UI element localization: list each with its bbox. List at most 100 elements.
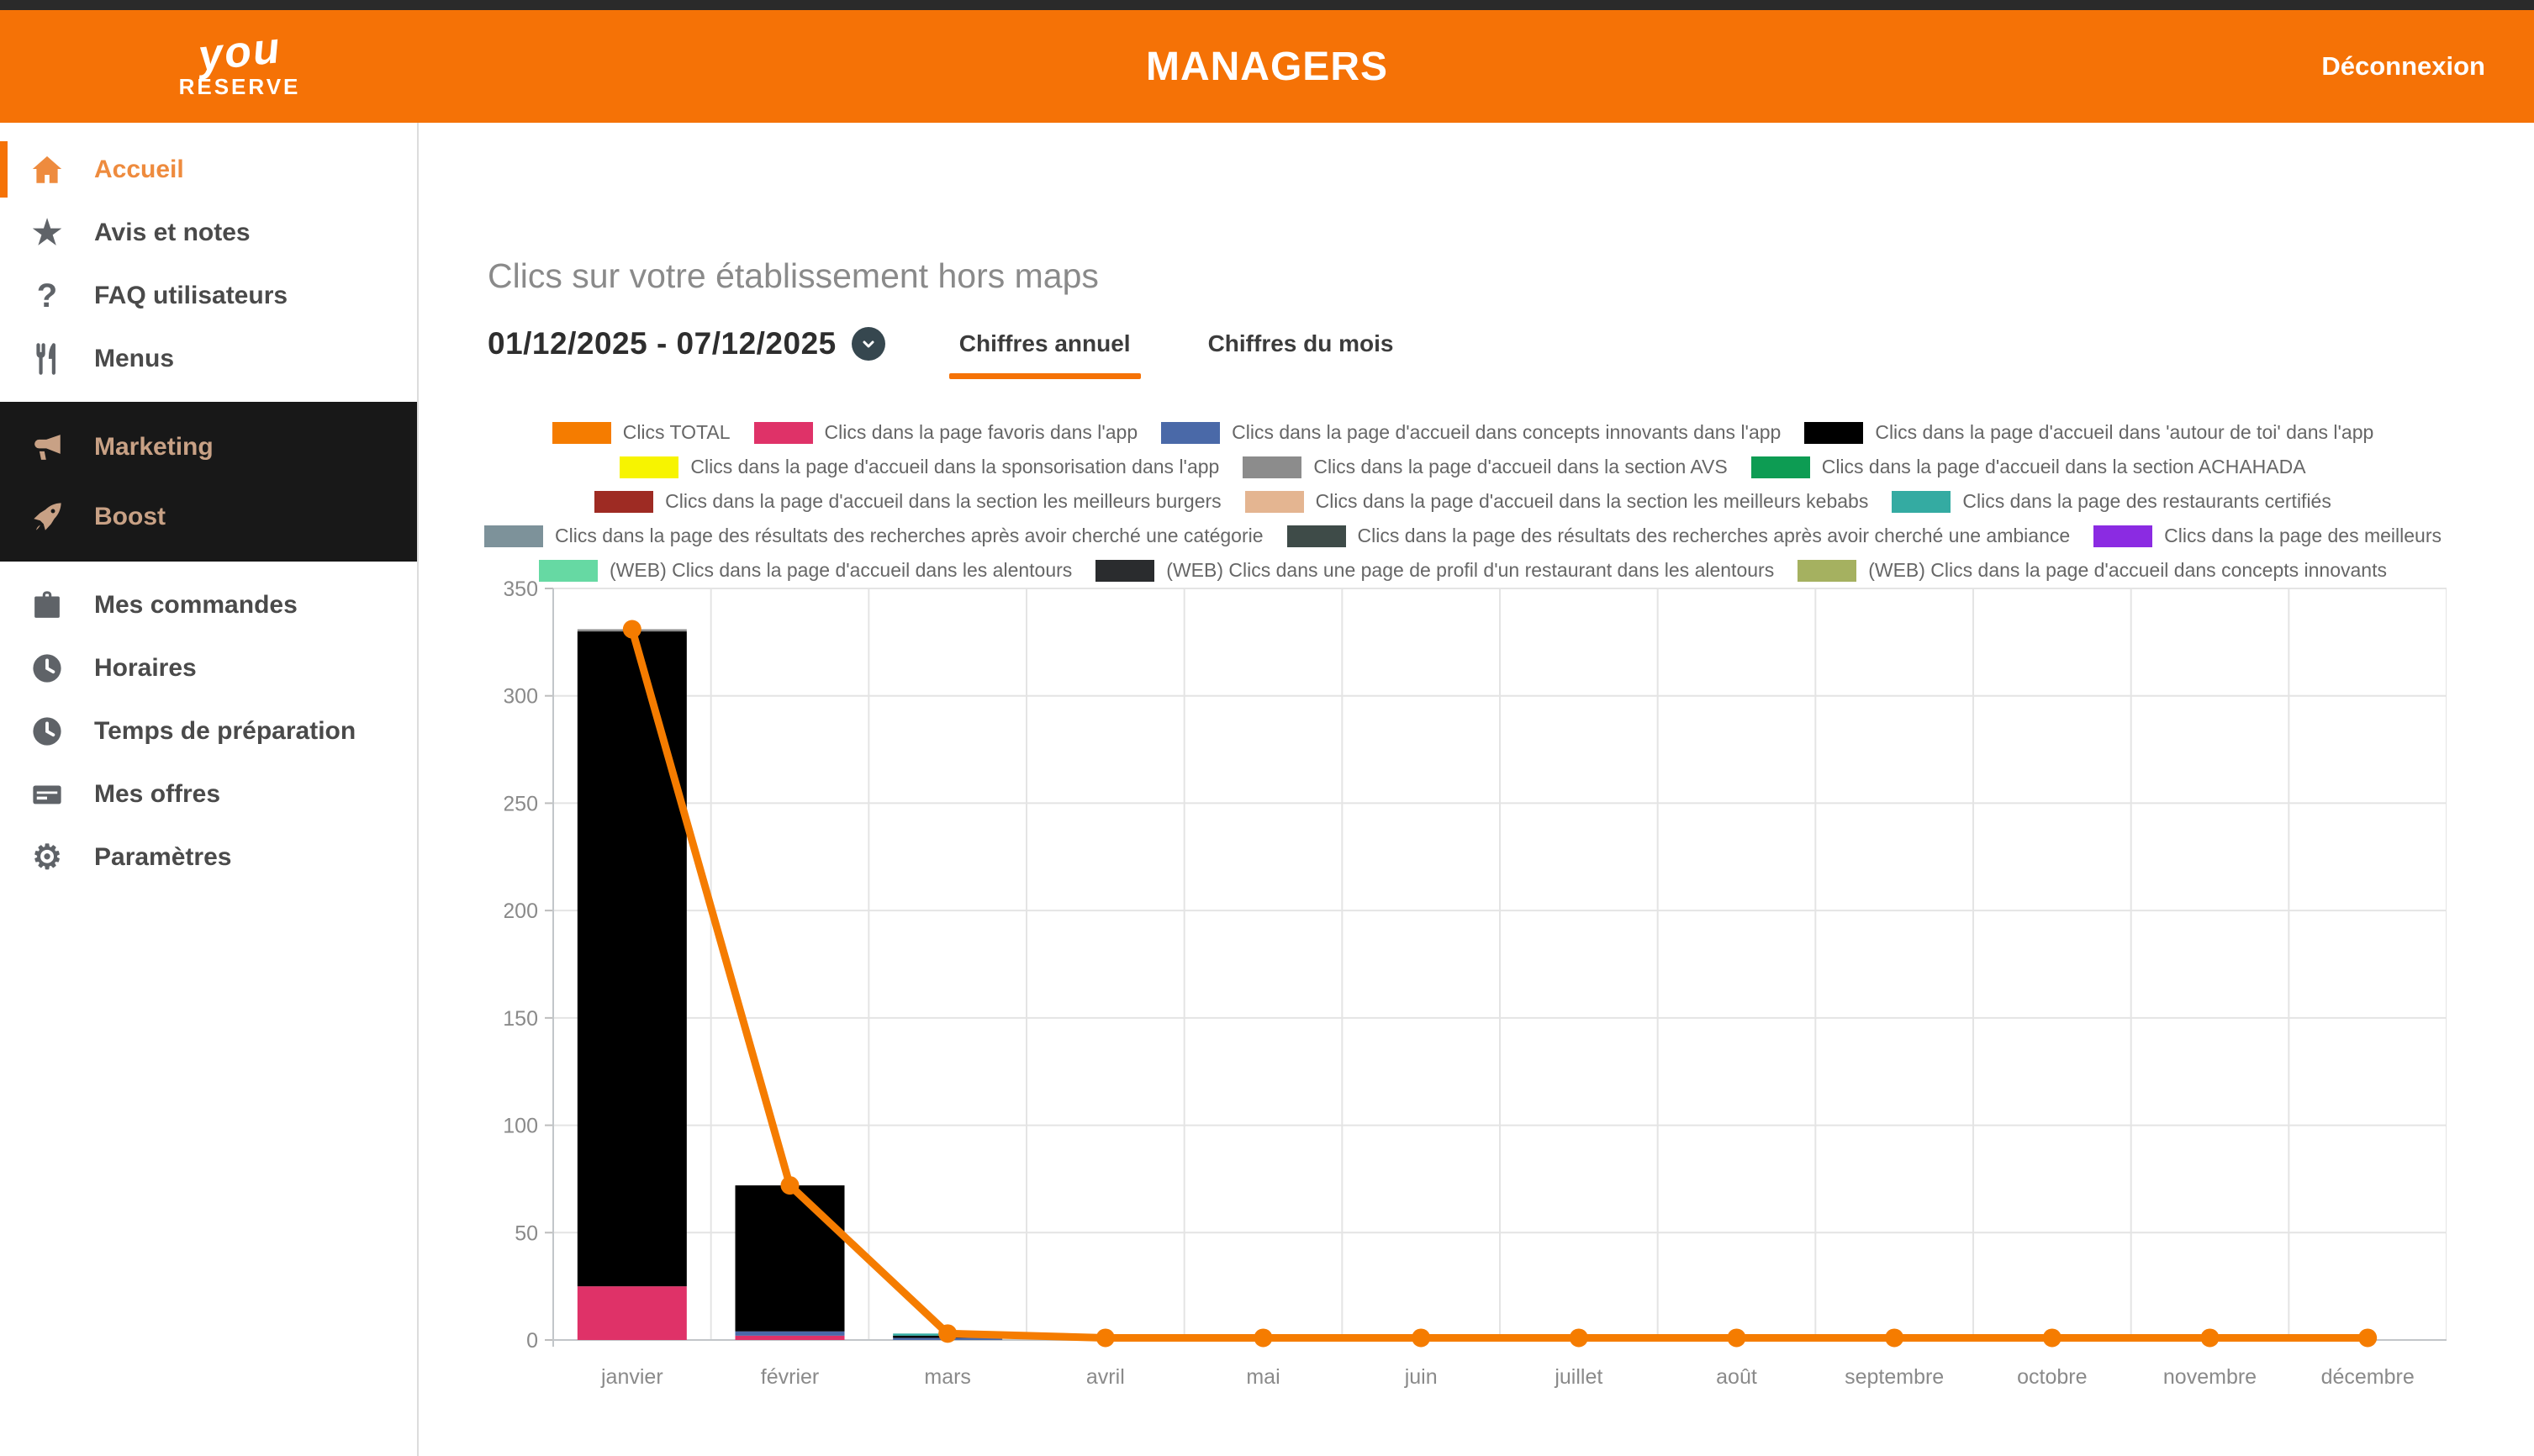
tab-chiffres-du-mois[interactable]: Chiffres du mois	[1207, 330, 1394, 356]
sidebar-item-label: Boost	[94, 502, 166, 530]
svg-text:300: 300	[504, 685, 538, 709]
legend-swatch-icon	[1798, 559, 1857, 582]
legend-item[interactable]: Clics dans la page d'accueil dans concep…	[1161, 421, 1781, 444]
home-icon	[0, 152, 94, 187]
app-header: you RÉSERVE MANAGERS Déconnexion	[0, 10, 2534, 123]
rocket-icon	[0, 499, 94, 535]
legend-item[interactable]: (WEB) Clics dans la page d'accueil dans …	[1798, 559, 2387, 582]
sidebar-item-label: Temps de préparation	[94, 716, 356, 745]
gear-icon: ⚙	[32, 838, 62, 876]
megaphone-icon	[0, 430, 94, 465]
legend-item[interactable]: Clics dans la page d'accueil dans la sec…	[1243, 456, 1728, 478]
legend-label: Clics TOTAL	[622, 421, 731, 443]
legend-label: Clics dans la page d'accueil dans la sec…	[1313, 456, 1728, 477]
legend-item[interactable]: (WEB) Clics dans la page d'accueil dans …	[539, 559, 1072, 582]
sidebar-item-label: Paramètres	[94, 842, 232, 871]
sidebar-item-boost[interactable]: Boost	[0, 482, 417, 551]
legend-swatch-icon	[1286, 525, 1346, 547]
legend-swatch-icon	[1161, 421, 1221, 444]
sidebar-item-label: Menus	[94, 344, 175, 372]
svg-text:janvier: janvier	[600, 1365, 663, 1389]
tab-chiffres-annuel[interactable]: Chiffres annuel	[948, 330, 1141, 379]
legend-row: Clics TOTAL Clics dans la page favoris da…	[471, 415, 2455, 450]
svg-text:décembre: décembre	[2321, 1365, 2415, 1389]
legend-swatch-icon	[539, 559, 599, 582]
svg-text:septembre: septembre	[1845, 1365, 1944, 1389]
svg-text:150: 150	[504, 1007, 538, 1031]
sidebar-item-avis-et-notes[interactable]: ★ Avis et notes	[0, 201, 417, 264]
legend-label: Clics dans la page favoris dans l'app	[824, 421, 1138, 443]
sidebar-item-horaires[interactable]: Horaires	[0, 636, 417, 699]
legend-item[interactable]: Clics dans la page des restaurants certi…	[1892, 490, 2331, 513]
legend-item[interactable]: Clics dans la page d'accueil dans la sec…	[1244, 490, 1869, 513]
svg-text:octobre: octobre	[2017, 1365, 2087, 1389]
sidebar-item-label: Mes commandes	[94, 590, 298, 619]
sidebar-item-marketing[interactable]: Marketing	[0, 412, 417, 482]
legend-label: Clics dans la page des résultats des rec…	[1357, 525, 2071, 546]
legend-row: Clics dans la page d'accueil dans la sec…	[471, 484, 2455, 519]
sidebar-item-mes-commandes[interactable]: Mes commandes	[0, 573, 417, 636]
chart-canvas: 0 50 100 150 200 250 300 350 janvier février mars a…	[503, 578, 2447, 1389]
sidebar-item-parametres[interactable]: ⚙ Paramètres	[0, 826, 417, 889]
svg-text:350: 350	[504, 578, 538, 601]
legend-item[interactable]: Clics dans la page d'accueil dans la sec…	[1750, 456, 2306, 478]
legend-row: Clics dans la page d'accueil dans la spo…	[471, 450, 2455, 484]
sidebar-item-faq-utilisateurs[interactable]: ? FAQ utilisateurs	[0, 264, 417, 327]
legend-swatch-icon	[753, 421, 813, 444]
briefcase-icon	[0, 588, 94, 623]
svg-text:250: 250	[504, 792, 538, 815]
clicks-chart: 0 50 100 150 200 250 300 350 janvier février mars a…	[503, 578, 2447, 1394]
svg-text:novembre: novembre	[2163, 1365, 2257, 1389]
legend-item[interactable]: Clics dans la page des résultats des rec…	[484, 525, 1264, 547]
star-icon: ★	[32, 214, 62, 251]
svg-text:mars: mars	[924, 1365, 971, 1389]
chart-tabs: Chiffres annuel Chiffres du mois	[948, 330, 1394, 379]
sidebar-item-temps-de-preparation[interactable]: Temps de préparation	[0, 699, 417, 762]
chevron-down-icon	[863, 340, 874, 348]
legend-item[interactable]: (WEB) Clics dans une page de profil d'un…	[1095, 559, 1774, 582]
card-icon	[0, 777, 94, 812]
chart-controls: 01/12/2025 - 07/12/2025 Chiffres annuel …	[488, 318, 1394, 379]
sidebar-dark-group: Marketing Boost	[0, 402, 417, 562]
legend-swatch-icon	[1243, 456, 1302, 478]
utensils-icon	[0, 341, 94, 377]
question-icon: ?	[36, 277, 58, 314]
svg-text:août: août	[1716, 1365, 1757, 1389]
logout-button[interactable]: Déconnexion	[2321, 51, 2485, 81]
svg-text:février: février	[761, 1365, 819, 1389]
svg-text:avril: avril	[1086, 1365, 1125, 1389]
date-range-dropdown-button[interactable]	[851, 327, 885, 361]
sidebar-item-mes-offres[interactable]: Mes offres	[0, 762, 417, 826]
legend-item[interactable]: Clics dans la page des meilleurs	[2093, 525, 2442, 547]
legend-item[interactable]: Clics dans la page d'accueil dans la sec…	[594, 490, 1222, 513]
clock-icon	[0, 714, 94, 749]
legend-swatch-icon	[1095, 559, 1155, 582]
legend-label: Clics dans la page d'accueil dans la spo…	[690, 456, 1220, 477]
legend-label: Clics dans la page des résultats des rec…	[555, 525, 1264, 546]
legend-swatch-icon	[594, 490, 654, 513]
date-range-value[interactable]: 01/12/2025 - 07/12/2025	[488, 326, 837, 361]
legend-label: Clics dans la page d'accueil dans la sec…	[1821, 456, 2306, 477]
legend-item[interactable]: Clics dans la page favoris dans l'app	[753, 421, 1138, 444]
legend-item[interactable]: Clics dans la page d'accueil dans la spo…	[620, 456, 1219, 478]
legend-item[interactable]: Clics dans la page des résultats des rec…	[1286, 525, 2071, 547]
legend-item[interactable]: Clics TOTAL	[552, 421, 731, 444]
clock-icon	[0, 651, 94, 686]
sidebar-nav: Accueil ★ Avis et notes ? FAQ utilisateu…	[0, 123, 419, 1456]
brand-logo-subtext: RÉSERVE	[178, 73, 301, 99]
svg-text:0: 0	[526, 1329, 538, 1353]
brand-logo[interactable]: you RÉSERVE	[143, 17, 336, 116]
svg-text:juillet: juillet	[1554, 1365, 1602, 1389]
chart-page-title: Clics sur votre établissement hors maps	[488, 256, 1099, 295]
sidebar-item-label: Accueil	[94, 155, 184, 183]
sidebar-item-menus[interactable]: Menus	[0, 327, 417, 390]
legend-label: Clics dans la page d'accueil dans la sec…	[665, 490, 1222, 512]
window-top-strip	[0, 0, 2534, 10]
sidebar-item-accueil[interactable]: Accueil	[0, 138, 417, 201]
legend-label: Clics dans la page d'accueil dans la sec…	[1315, 490, 1869, 512]
svg-text:50: 50	[515, 1221, 538, 1245]
sidebar-item-label: Horaires	[94, 653, 197, 682]
legend-item[interactable]: Clics dans la page d'accueil dans 'autou…	[1804, 421, 2373, 444]
legend-swatch-icon	[2093, 525, 2153, 547]
